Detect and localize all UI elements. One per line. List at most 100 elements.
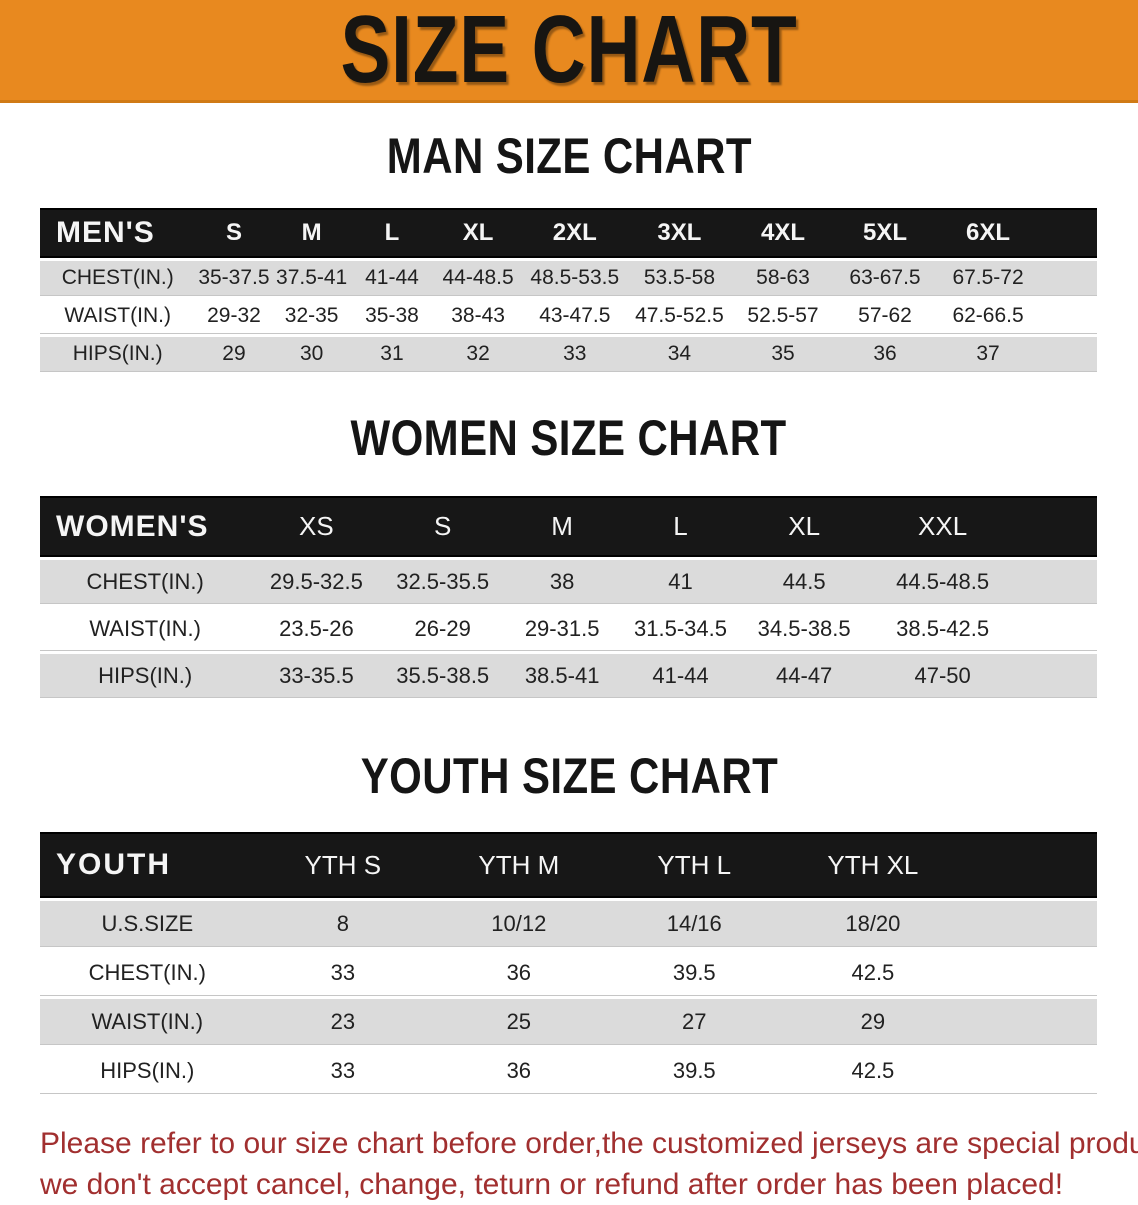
banner-title: SIZE CHART xyxy=(340,0,798,103)
size-column-header: YTH L xyxy=(606,832,782,898)
table-row: WAIST(IN.) 23.5-26 26-29 29-31.5 31.5-34.5 34… xyxy=(40,607,1097,651)
size-value-cell: 10/12 xyxy=(431,901,607,947)
size-value-cell: 48.5-53.5 xyxy=(523,261,627,296)
footer-line2: we don't accept cancel, change, teturn o… xyxy=(40,1168,1064,1201)
size-value-cell: 35 xyxy=(732,337,834,372)
size-value-cell: 32-35 xyxy=(272,299,351,334)
size-value-cell: 47.5-52.5 xyxy=(626,299,733,334)
size-value-cell: 44.5 xyxy=(739,560,869,604)
size-value-cell: 36 xyxy=(833,337,937,372)
table-row: HIPS(IN.) 33-35.5 35.5-38.5 38.5-41 41-44 44-… xyxy=(40,654,1097,698)
spacer-cell xyxy=(963,1048,1097,1094)
size-value-cell: 63-67.5 xyxy=(833,261,937,296)
row-label: HIPS(IN.) xyxy=(40,1048,255,1094)
table-row: U.S.SIZE 8 10/12 14/16 18/20 xyxy=(40,901,1097,947)
size-value-cell: 31.5-34.5 xyxy=(621,607,740,651)
size-value-cell: 37.5-41 xyxy=(272,261,351,296)
size-value-cell: 35-38 xyxy=(350,299,434,334)
youth-size-heading-text: YOUTH SIZE CHART xyxy=(360,748,778,804)
size-value-cell: 42.5 xyxy=(781,950,964,996)
women-size-heading-text: WOMEN SIZE CHART xyxy=(350,410,788,466)
size-value-cell: 41-44 xyxy=(621,654,740,698)
size-value-cell: 34.5-38.5 xyxy=(739,607,869,651)
size-value-cell: 34 xyxy=(626,337,733,372)
spacer-cell xyxy=(963,999,1097,1045)
size-value-cell: 29 xyxy=(781,999,964,1045)
spacer-cell xyxy=(1039,299,1097,334)
row-label: CHEST(IN.) xyxy=(40,950,255,996)
size-column-header: YTH XL xyxy=(781,832,964,898)
size-value-cell: 23 xyxy=(254,999,432,1045)
size-value-cell: 14/16 xyxy=(606,901,782,947)
size-column-header: L xyxy=(350,208,434,258)
size-column-header: YTH M xyxy=(431,832,607,898)
size-column-header: 5XL xyxy=(833,208,937,258)
row-label: U.S.SIZE xyxy=(40,901,255,947)
table-row: CHEST(IN.) 33 36 39.5 42.5 xyxy=(40,950,1097,996)
size-value-cell: 36 xyxy=(431,1048,607,1094)
size-value-cell: 33-35.5 xyxy=(250,654,383,698)
size-value-cell: 32.5-35.5 xyxy=(382,560,503,604)
row-label: WAIST(IN.) xyxy=(40,607,251,651)
size-column-header: 6XL xyxy=(936,208,1040,258)
row-label: WAIST(IN.) xyxy=(40,999,255,1045)
size-value-cell: 23.5-26 xyxy=(250,607,383,651)
row-label: CHEST(IN.) xyxy=(40,560,251,604)
size-value-cell: 44-48.5 xyxy=(433,261,524,296)
row-label: WAIST(IN.) xyxy=(40,299,196,334)
footer-line1: Please refer to our size chart before or… xyxy=(40,1127,1138,1160)
size-value-cell: 44-47 xyxy=(739,654,869,698)
size-value-cell: 39.5 xyxy=(606,950,782,996)
size-value-cell: 30 xyxy=(272,337,351,372)
table-row: CHEST(IN.) 35-37.5 37.5-41 41-44 44-48.5 48.5… xyxy=(40,261,1097,296)
size-value-cell: 8 xyxy=(254,901,432,947)
youth-size-table: YOUTH YTH S YTH M YTH L YTH XL U.S.SIZE 8 10/12… xyxy=(40,829,1097,1097)
size-value-cell: 44.5-48.5 xyxy=(868,560,1017,604)
size-value-cell: 38 xyxy=(502,560,622,604)
size-column-header: XL xyxy=(433,208,524,258)
size-value-cell: 53.5-58 xyxy=(626,261,733,296)
size-column-header: YTH S xyxy=(254,832,432,898)
table-header-row: MEN'S S M L XL 2XL 3XL 4XL 5XL 6XL xyxy=(40,208,1097,258)
size-value-cell: 57-62 xyxy=(833,299,937,334)
size-column-header: XS xyxy=(250,496,383,557)
row-label: CHEST(IN.) xyxy=(40,261,196,296)
table-header-row: YOUTH YTH S YTH M YTH L YTH XL xyxy=(40,832,1097,898)
size-value-cell: 37 xyxy=(936,337,1040,372)
size-column-header: 4XL xyxy=(732,208,834,258)
size-value-cell: 58-63 xyxy=(732,261,834,296)
size-value-cell: 29.5-32.5 xyxy=(250,560,383,604)
size-value-cell: 62-66.5 xyxy=(936,299,1040,334)
spacer-cell xyxy=(1016,607,1097,651)
table-row: HIPS(IN.) 33 36 39.5 42.5 xyxy=(40,1048,1097,1094)
spacer-cell xyxy=(1039,208,1097,258)
size-column-header: S xyxy=(195,208,273,258)
row-label: HIPS(IN.) xyxy=(40,337,196,372)
spacer-cell xyxy=(1016,496,1097,557)
size-value-cell: 32 xyxy=(433,337,524,372)
youth-size-heading: YOUTH SIZE CHART xyxy=(0,747,1138,805)
size-value-cell: 67.5-72 xyxy=(936,261,1040,296)
row-label: HIPS(IN.) xyxy=(40,654,251,698)
size-column-header: M xyxy=(502,496,622,557)
size-column-header: S xyxy=(382,496,503,557)
women-size-heading: WOMEN SIZE CHART xyxy=(0,409,1138,467)
size-value-cell: 47-50 xyxy=(868,654,1017,698)
spacer-cell xyxy=(963,901,1097,947)
size-value-cell: 41 xyxy=(621,560,740,604)
size-value-cell: 33 xyxy=(523,337,627,372)
size-value-cell: 43-47.5 xyxy=(523,299,627,334)
man-size-heading: MAN SIZE CHART xyxy=(0,127,1138,185)
spacer-cell xyxy=(1039,261,1097,296)
size-value-cell: 31 xyxy=(350,337,434,372)
mens-size-table: MEN'S S M L XL 2XL 3XL 4XL 5XL 6XL CHEST(IN.) 35-37… xyxy=(40,205,1097,375)
spacer-cell xyxy=(1039,337,1097,372)
size-column-header: L xyxy=(621,496,740,557)
size-value-cell: 18/20 xyxy=(781,901,964,947)
size-value-cell: 52.5-57 xyxy=(732,299,834,334)
size-column-header: XL xyxy=(739,496,869,557)
spacer-cell xyxy=(963,950,1097,996)
man-size-heading-text: MAN SIZE CHART xyxy=(386,128,752,184)
man-size-section: MAN SIZE CHART MEN'S S M L XL 2XL 3XL 4XL 5XL 6XL… xyxy=(0,127,1138,375)
